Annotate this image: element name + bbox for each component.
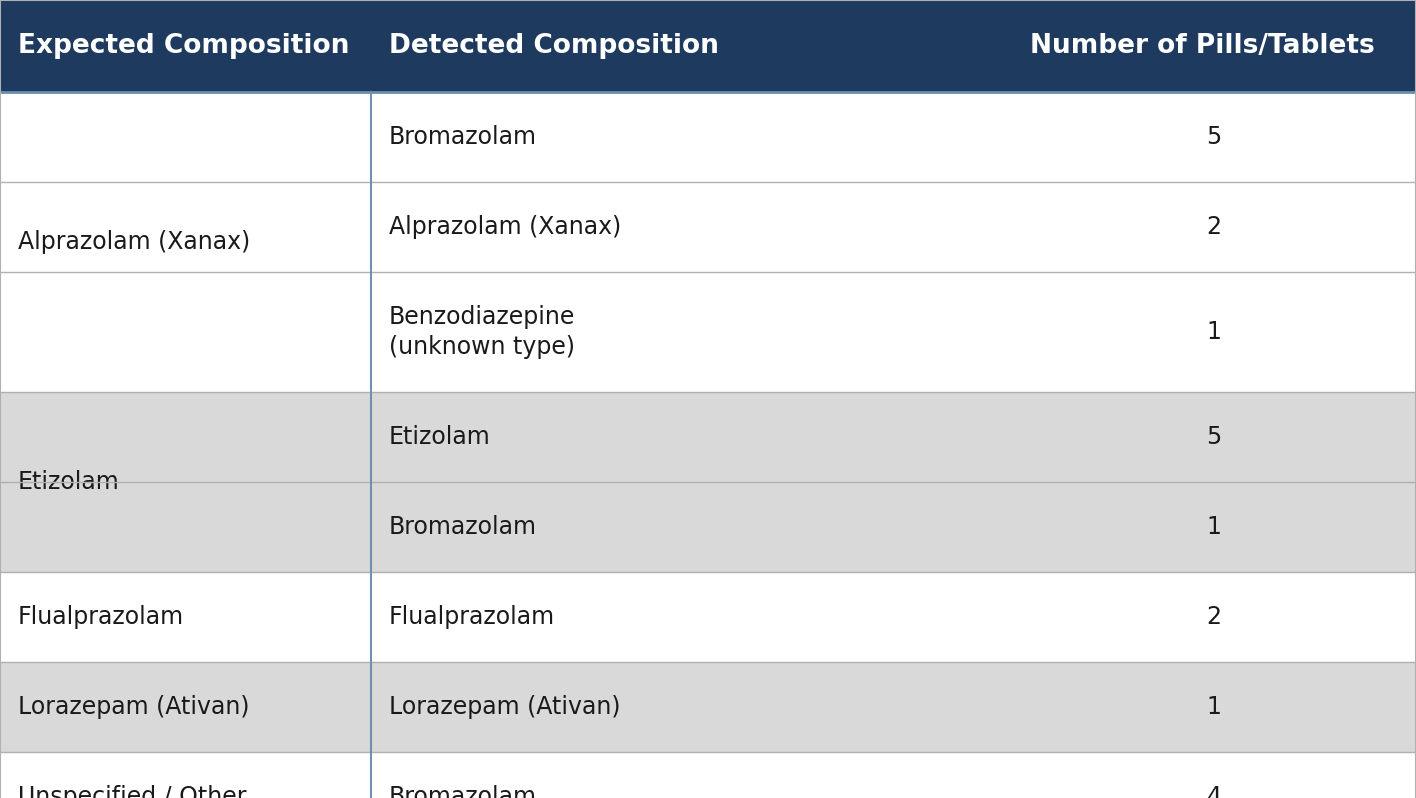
Text: Bromazolam: Bromazolam <box>389 125 537 149</box>
Bar <box>0 752 1416 798</box>
Text: Alprazolam (Xanax): Alprazolam (Xanax) <box>18 230 251 254</box>
Text: 4: 4 <box>1206 785 1222 798</box>
Text: Lorazepam (Ativan): Lorazepam (Ativan) <box>18 695 249 719</box>
Text: Expected Composition: Expected Composition <box>18 33 350 59</box>
Text: 5: 5 <box>1206 425 1222 449</box>
Text: Alprazolam (Xanax): Alprazolam (Xanax) <box>389 215 622 239</box>
Bar <box>0 392 1416 482</box>
Text: 1: 1 <box>1206 695 1222 719</box>
Text: 1: 1 <box>1206 320 1222 344</box>
Text: Unspecified / Other: Unspecified / Other <box>18 785 246 798</box>
Text: Bromazolam: Bromazolam <box>389 515 537 539</box>
Bar <box>0 482 1416 572</box>
Text: Flualprazolam: Flualprazolam <box>389 605 555 629</box>
Bar <box>0 272 1416 392</box>
Bar <box>0 182 1416 272</box>
Text: Etizolam: Etizolam <box>389 425 491 449</box>
Text: Number of Pills/Tablets: Number of Pills/Tablets <box>1031 33 1375 59</box>
Text: 2: 2 <box>1206 215 1222 239</box>
Bar <box>0 572 1416 662</box>
Text: Flualprazolam: Flualprazolam <box>18 605 184 629</box>
Text: Etizolam: Etizolam <box>18 470 120 494</box>
Bar <box>0 0 1416 92</box>
Bar <box>0 92 1416 182</box>
Text: Bromazolam: Bromazolam <box>389 785 537 798</box>
Text: 1: 1 <box>1206 515 1222 539</box>
Text: 2: 2 <box>1206 605 1222 629</box>
Text: Benzodiazepine
(unknown type): Benzodiazepine (unknown type) <box>389 305 575 359</box>
Bar <box>0 662 1416 752</box>
Text: Detected Composition: Detected Composition <box>389 33 719 59</box>
Text: Lorazepam (Ativan): Lorazepam (Ativan) <box>389 695 620 719</box>
Text: 5: 5 <box>1206 125 1222 149</box>
